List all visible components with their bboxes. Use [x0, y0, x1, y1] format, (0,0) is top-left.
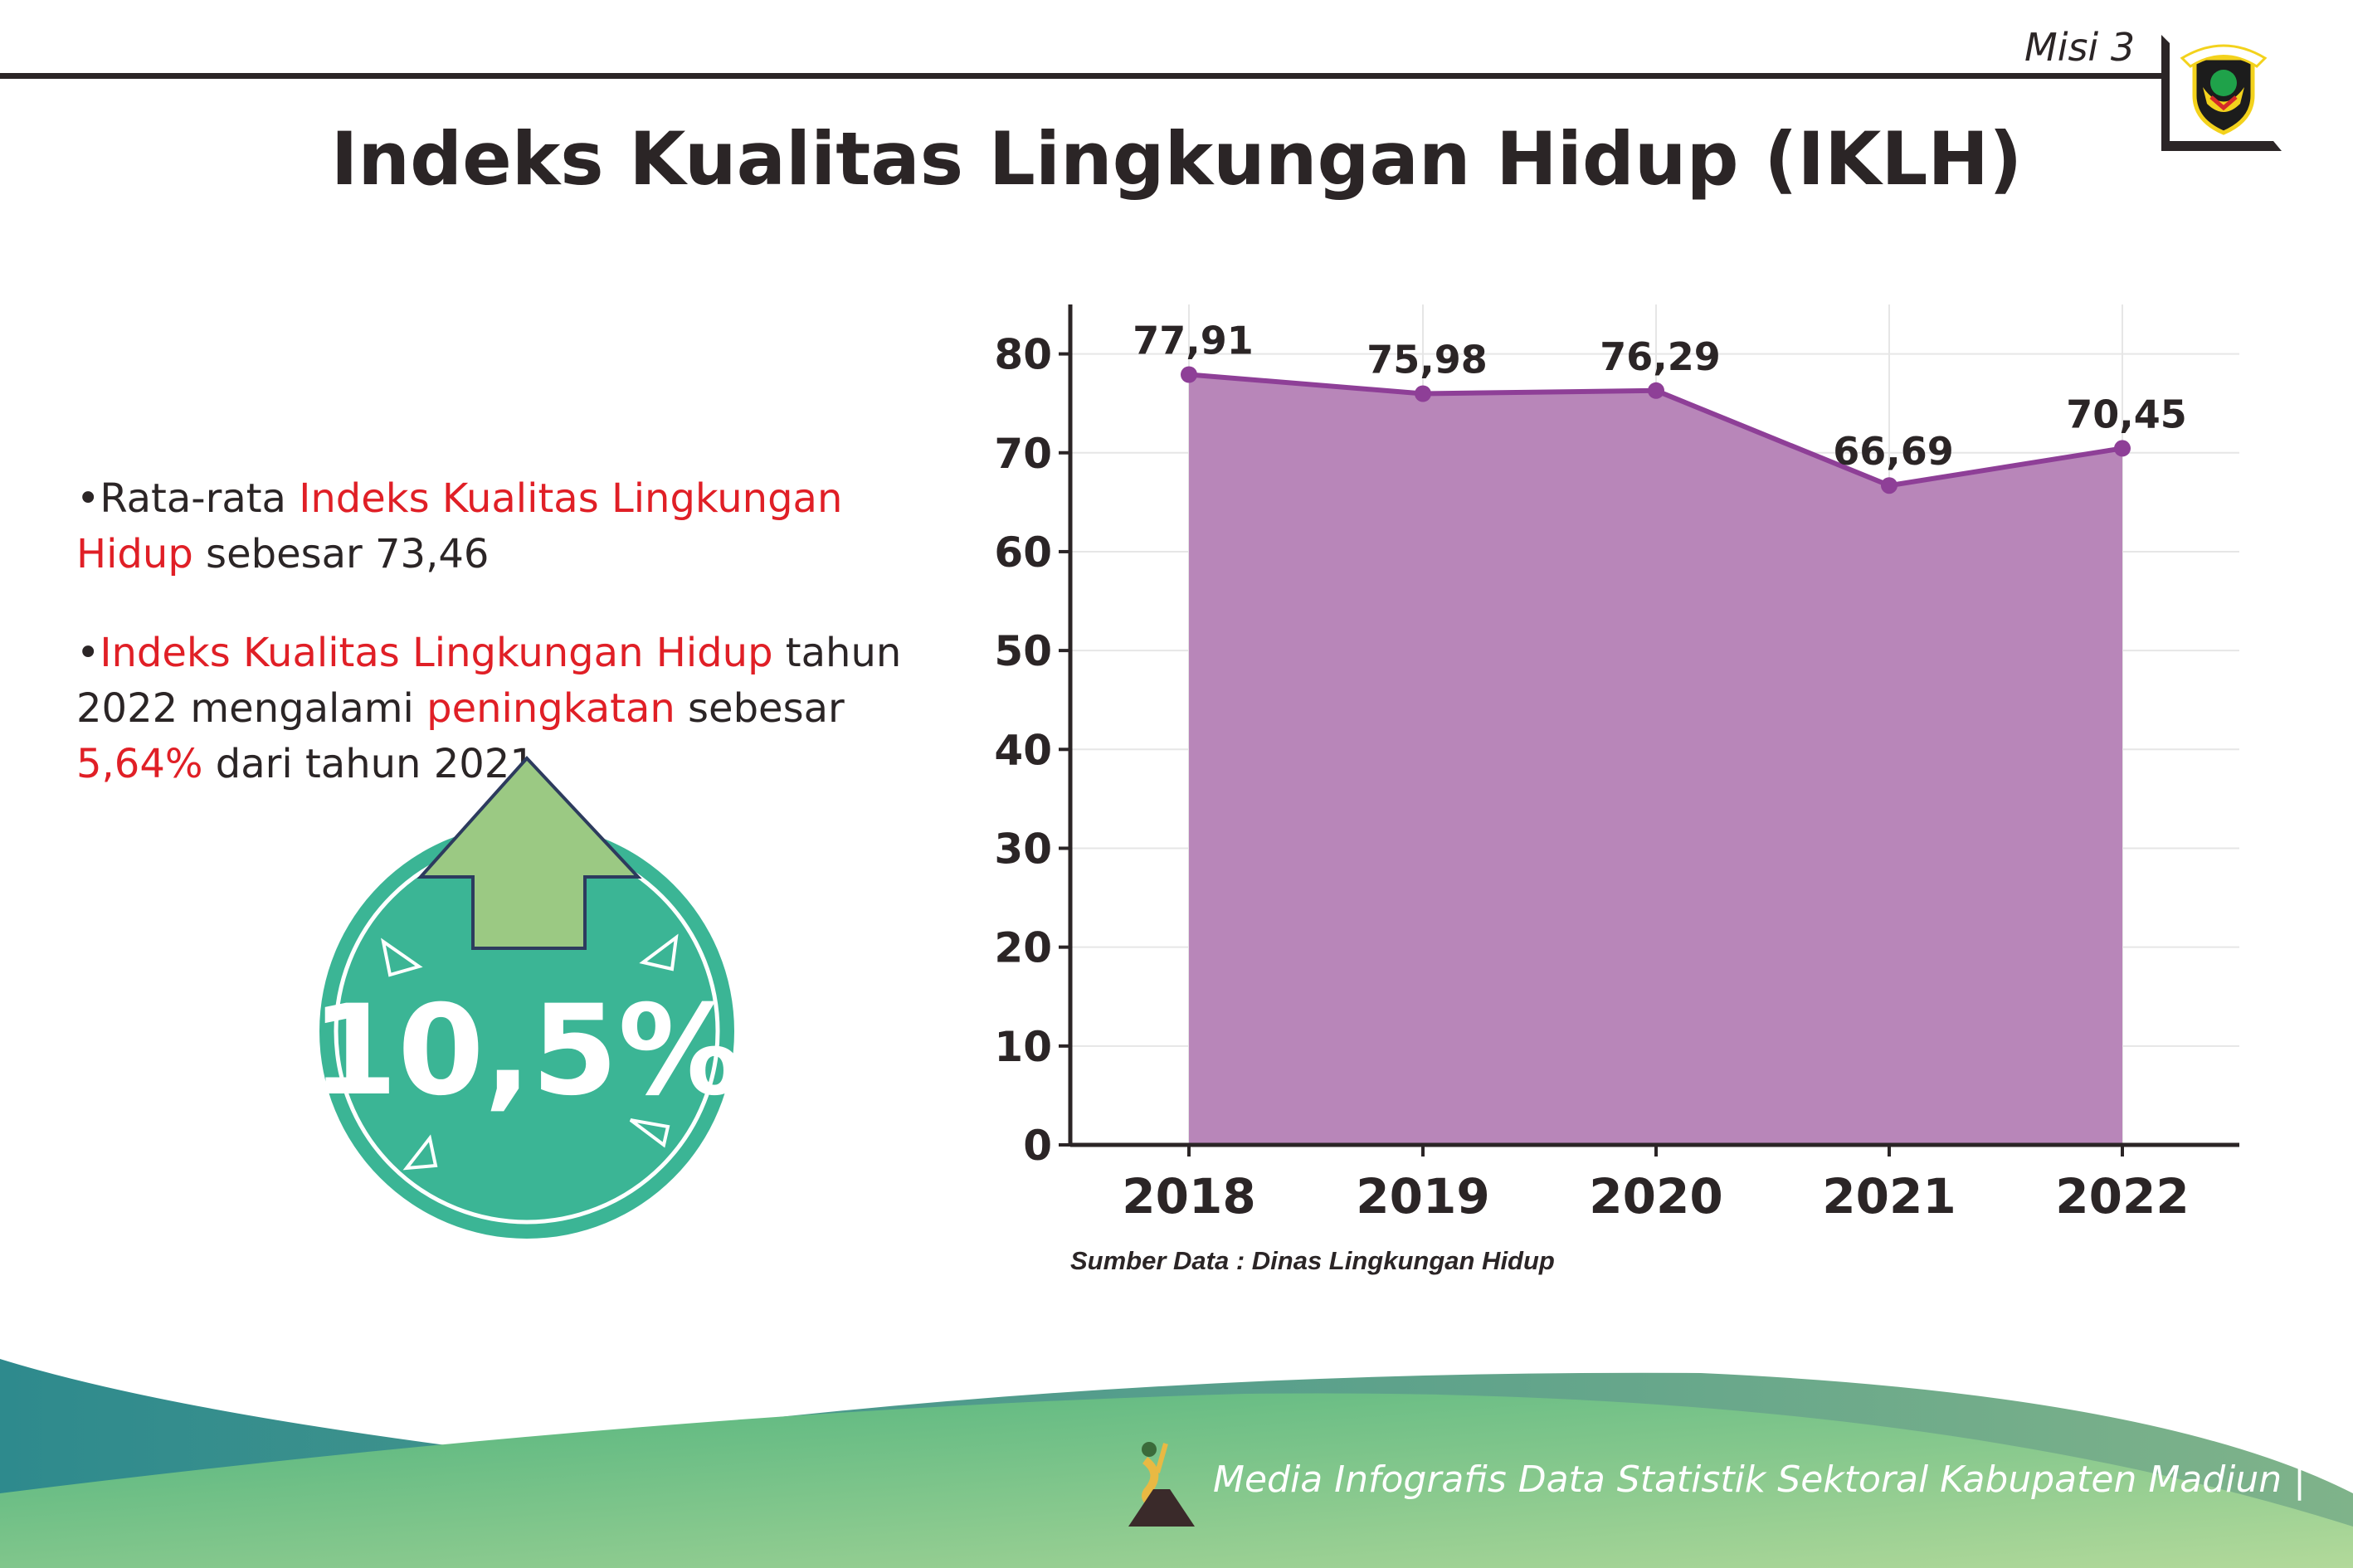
data-point [1181, 366, 1197, 383]
x-tick-label: 2019 [1356, 1168, 1489, 1225]
b2-mid1: tahun 2022 mengalami [76, 630, 902, 732]
badge-circle [319, 824, 734, 1239]
misi-label: Misi 3 [2024, 25, 2136, 70]
footer-tagline: Media Infografis Data Statistik Sektoral… [1213, 1458, 2306, 1501]
header-rule [0, 73, 2161, 79]
data-point [1415, 385, 1431, 402]
data-point [2114, 440, 2131, 457]
page-title: Indeks Kualitas Lingkungan Hidup (IKLH) [330, 116, 2023, 202]
data-label: 66,69 [1833, 429, 1954, 474]
y-tick-label: 60 [994, 528, 1052, 577]
growth-badge: 10,5% [311, 756, 743, 1239]
b1-pre: Rata-rata [100, 475, 300, 522]
y-tick-label: 20 [994, 924, 1052, 972]
bullet-average: •Rata-rata Indeks Kualitas Lingkungan Hi… [76, 475, 843, 577]
data-point [1648, 382, 1664, 399]
b2-highlight3: 5,64% [76, 741, 203, 787]
x-tick-label: 2018 [1122, 1168, 1255, 1225]
source-note: Sumber Data : Dinas Lingkungan Hidup [1070, 1246, 1555, 1275]
sparkle-icons [381, 933, 679, 1171]
x-tick-label: 2022 [2055, 1168, 2189, 1225]
arrow-up-icon [417, 756, 642, 950]
footer-wave [0, 1359, 2353, 1568]
b2-post: dari tahun 2021 [202, 741, 535, 787]
y-tick-label: 70 [994, 430, 1052, 478]
y-tick-label: 10 [994, 1023, 1052, 1071]
badge-value: 10,5% [311, 979, 743, 1123]
media-logo-icon [1128, 1442, 1195, 1527]
b1-post: sebesar 73,46 [192, 531, 490, 577]
b2-highlight2: peningkatan [426, 685, 675, 732]
data-label: 76,29 [1600, 334, 1721, 379]
b2-mid2: sebesar [675, 685, 845, 732]
bullet-increase: •Indeks Kualitas Lingkungan Hidup tahun … [76, 630, 902, 787]
data-label: 77,91 [1133, 318, 1254, 363]
data-label: 70,45 [2066, 392, 2187, 436]
b2-highlight1: Indeks Kualitas Lingkungan Hidup [100, 630, 773, 676]
kabupaten-madiun-logo [2180, 44, 2268, 135]
y-tick-label: 40 [994, 726, 1052, 774]
iklh-chart: 0 10 20 30 40 50 60 70 80 77,91 2018 75,98 2019 76,29… [994, 304, 2239, 1225]
y-tick-label: 0 [1023, 1122, 1052, 1170]
area-fill [1189, 374, 2122, 1146]
y-tick-label: 30 [994, 825, 1052, 873]
y-tick-label: 80 [994, 331, 1052, 379]
data-label: 75,98 [1366, 337, 1488, 382]
x-tick-label: 2020 [1589, 1168, 1722, 1225]
b1-highlight: Indeks Kualitas Lingkungan Hidup [76, 475, 843, 577]
x-tick-label: 2021 [1822, 1168, 1956, 1225]
data-point [1881, 477, 1898, 494]
y-tick-label: 50 [994, 627, 1052, 675]
